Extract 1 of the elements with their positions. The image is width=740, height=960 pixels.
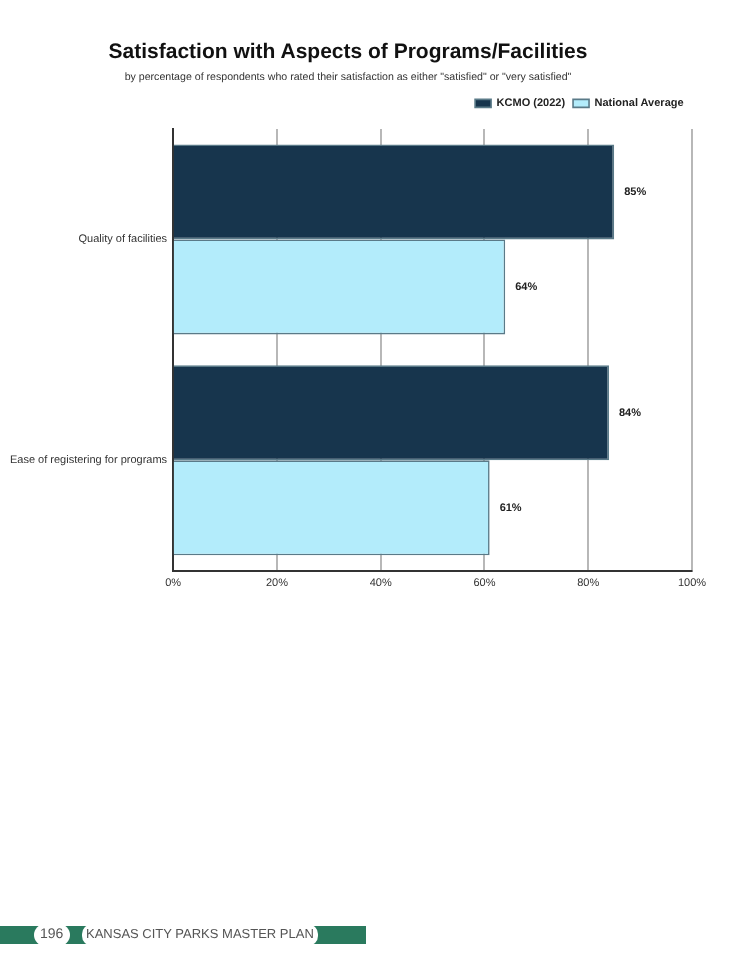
chart-title: Satisfaction with Aspects of Programs/Facilities [108,40,588,65]
